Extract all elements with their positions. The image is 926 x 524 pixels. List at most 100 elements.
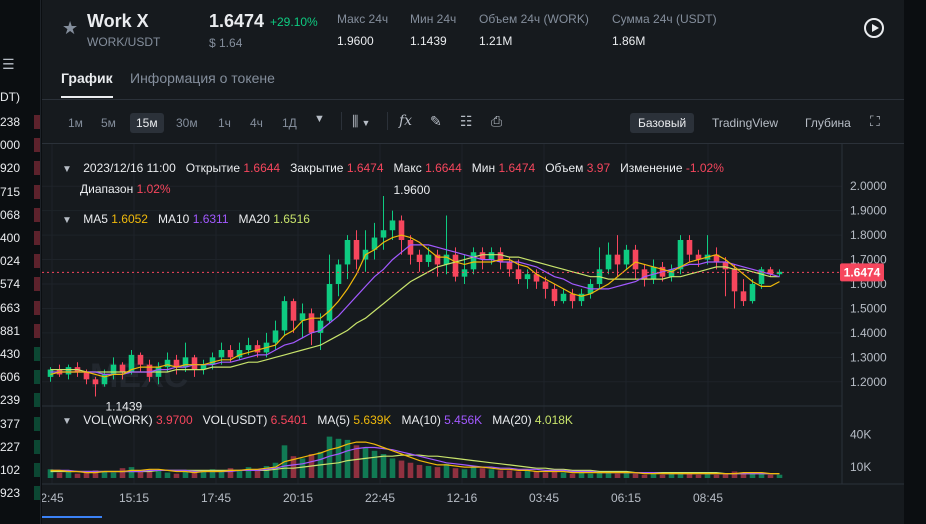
candle-body: [146, 364, 153, 377]
tab-chart[interactable]: График: [61, 70, 113, 86]
price-chart[interactable]: MEXC 2.00001.90001.80001.70001.60001.500…: [42, 144, 904, 524]
orderbook-price[interactable]: 377: [0, 416, 40, 431]
volume-bar: [605, 472, 612, 478]
volume-bar: [209, 469, 216, 478]
view-basic-button[interactable]: Базовый: [630, 113, 695, 133]
orderbook-price[interactable]: 239: [0, 393, 40, 408]
candle-body: [128, 354, 135, 372]
last-price: 1.6474: [209, 11, 265, 31]
orderbook-price[interactable]: 715: [0, 184, 40, 199]
timeframe-1h[interactable]: 1ч: [218, 116, 231, 130]
orderbook-price[interactable]: 920: [0, 161, 40, 176]
layout-grid-icon[interactable]: ☷: [460, 113, 473, 129]
legend-low-label: Мин: [471, 161, 496, 175]
fullscreen-icon[interactable]: ⛶: [870, 113, 880, 129]
volume-bar: [587, 473, 594, 478]
volume-bar: [479, 468, 486, 478]
volume-bar: [335, 438, 342, 478]
candle-body: [776, 271, 783, 275]
orderbook-price[interactable]: 663: [0, 300, 40, 315]
candle-body: [83, 372, 90, 380]
legend-ma10-label: MA10: [158, 212, 190, 226]
price-tick-label: 1.4000: [850, 326, 887, 340]
volume-bar: [191, 472, 198, 478]
candle-body: [119, 364, 126, 372]
volume-bar: [137, 471, 144, 478]
legend-range-label: Диапазон: [80, 182, 134, 196]
candle-body: [713, 254, 720, 262]
current-price-tag: [840, 263, 884, 282]
collapse-chevron-icon[interactable]: ▼: [62, 416, 72, 427]
orderbook-price[interactable]: 881: [0, 323, 40, 338]
favorite-star-icon[interactable]: ★: [62, 18, 79, 38]
candle-body: [443, 254, 450, 265]
camera-icon[interactable]: ⎙: [491, 113, 503, 129]
candle-body: [488, 252, 495, 260]
volume-bar: [515, 471, 522, 478]
volume-bar: [236, 470, 243, 478]
tab-token-info[interactable]: Информация о токене: [130, 70, 275, 86]
timeframe-1d[interactable]: 1Д: [282, 116, 297, 130]
range-legend: Диапазон 1.02%: [80, 182, 171, 196]
orderbook-price[interactable]: 238: [0, 115, 40, 129]
orderbook-price[interactable]: 923: [0, 486, 40, 501]
candle-body: [677, 240, 684, 270]
legend-ma20-label: MA20: [238, 212, 270, 226]
orderbook-price[interactable]: 606: [0, 370, 40, 385]
timeframe-30m[interactable]: 30м: [176, 116, 198, 130]
candle-body: [524, 274, 531, 280]
legend-vol-usdt-label: VOL(USDT): [202, 413, 268, 427]
candle-body: [173, 359, 180, 368]
filter-icon[interactable]: ☰: [2, 56, 15, 72]
candle-body: [182, 357, 189, 368]
candle-body: [515, 269, 522, 280]
candle-body: [569, 293, 576, 302]
timeframe-5m[interactable]: 5м: [101, 116, 116, 130]
time-tick-label: 22:45: [365, 491, 395, 505]
volume-bar: [425, 466, 432, 478]
volume-bar: [416, 464, 423, 478]
orderbook-price[interactable]: 574: [0, 277, 40, 292]
volume-bar: [443, 463, 450, 478]
volume-bar: [164, 472, 171, 478]
orderbook-price[interactable]: 068: [0, 207, 40, 222]
legend-ma5: 1.6052: [111, 212, 148, 226]
orderbook-price[interactable]: 024: [0, 254, 40, 269]
volume-bar: [146, 469, 153, 478]
volume-bar: [722, 473, 729, 478]
legend-volume-label: Объем: [545, 161, 584, 175]
volume-bar: [200, 470, 207, 478]
orderbook-price[interactable]: 000: [0, 138, 40, 153]
stat-volume-value: 1.21M: [479, 34, 513, 48]
view-depth-button[interactable]: Глубина: [805, 116, 851, 130]
view-tradingview-button[interactable]: TradingView: [712, 116, 779, 130]
indicators-icon[interactable]: fx: [399, 113, 413, 129]
collapse-chevron-icon[interactable]: ▼: [62, 215, 72, 226]
play-icon[interactable]: [864, 18, 884, 38]
timeframe-more-icon[interactable]: ▼: [314, 113, 325, 125]
timeframe-4h[interactable]: 4ч: [250, 116, 263, 130]
candle-body: [542, 281, 549, 289]
price-tick-label: 1.8000: [850, 228, 887, 242]
candle-body: [110, 364, 117, 375]
candle-body: [137, 354, 144, 365]
legend-low: 1.6474: [498, 161, 536, 175]
orderbook-price[interactable]: 400: [0, 231, 40, 245]
candle-body: [380, 230, 387, 238]
volume-bar: [650, 473, 657, 478]
timeframe-15m[interactable]: 15м: [130, 113, 164, 133]
legend-high-label: Макс: [393, 161, 422, 175]
timeframe-1m[interactable]: 1м: [68, 116, 83, 130]
draw-pencil-icon[interactable]: ✎: [430, 113, 442, 129]
volume-bar: [74, 473, 81, 478]
orderbook-price[interactable]: 227: [0, 439, 40, 454]
volume-bar: [776, 474, 783, 478]
volume-bar: [227, 468, 234, 478]
volume-bar: [614, 473, 621, 478]
candle-type-icon[interactable]: ⫼ ▼: [352, 113, 371, 129]
volume-bar: [101, 471, 108, 478]
collapse-chevron-icon[interactable]: ▼: [62, 164, 72, 175]
orderbook-price[interactable]: 102: [0, 463, 40, 477]
orderbook-price[interactable]: 430: [0, 347, 40, 361]
divider: [42, 99, 904, 100]
